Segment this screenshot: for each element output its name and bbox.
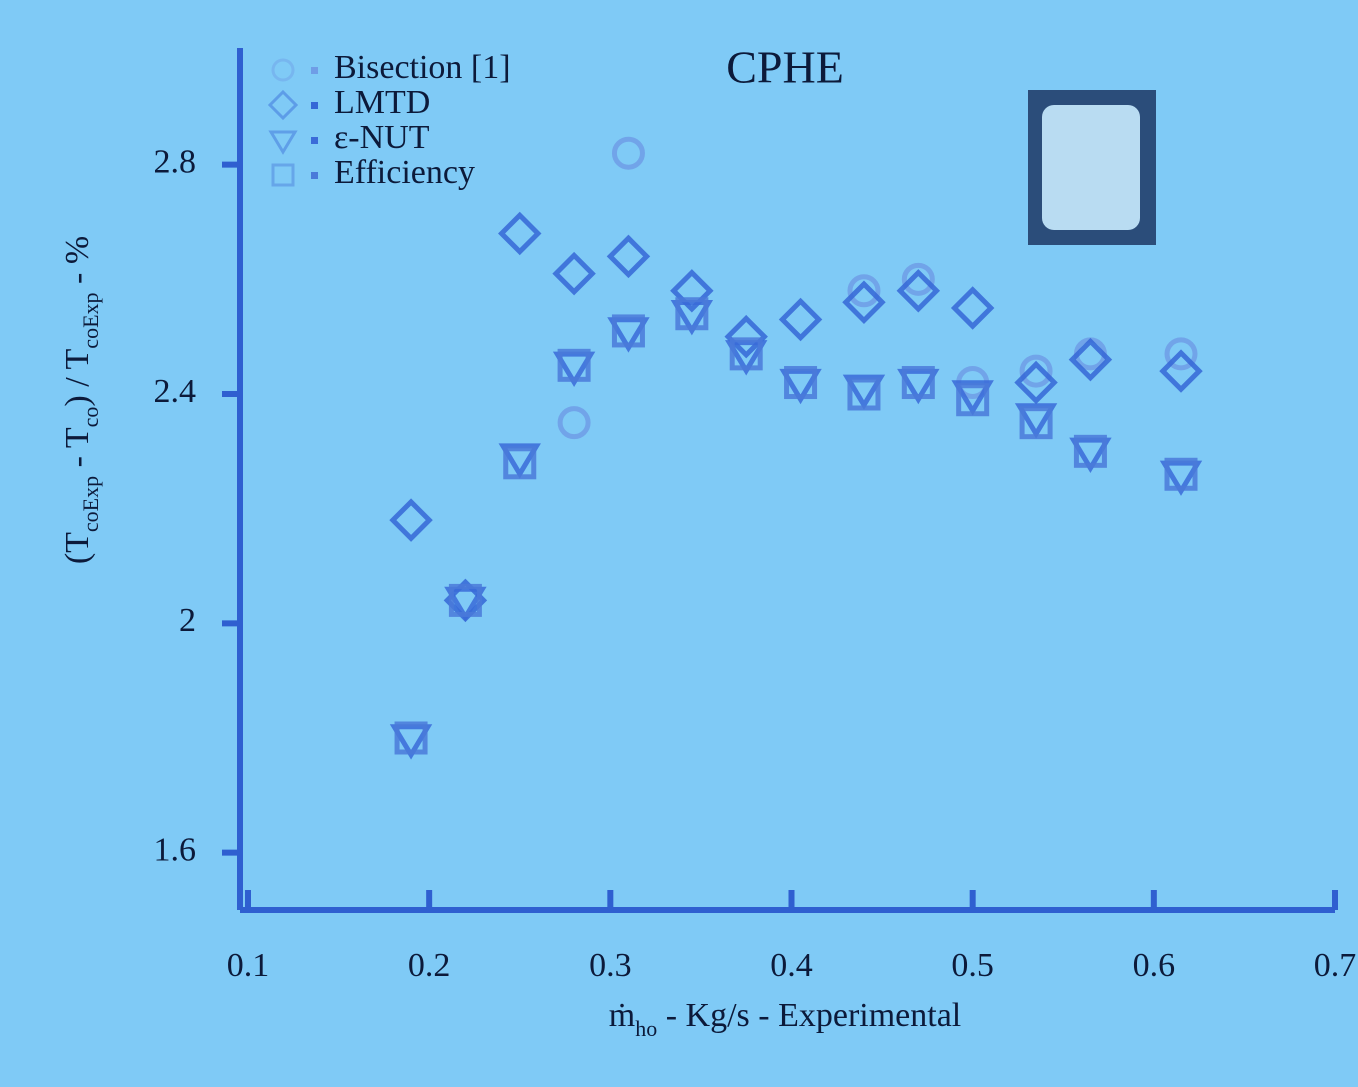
point: [1073, 434, 1107, 468]
x-tick-label: 0.2: [408, 947, 451, 984]
point: [1159, 460, 1203, 496]
label-part: co: [78, 407, 103, 428]
point: [498, 443, 541, 479]
legend-marker: [268, 130, 298, 155]
legend-dot: [311, 102, 318, 109]
point: [901, 262, 935, 296]
x-tick-label: 0.5: [951, 947, 994, 984]
legend-dot: [311, 172, 318, 179]
point: [552, 351, 596, 387]
point: [784, 366, 818, 400]
point: [552, 251, 596, 296]
legend-marker: [271, 163, 295, 187]
legend-marker: [267, 89, 299, 121]
point: [670, 269, 714, 313]
label-part: coExp: [78, 292, 103, 348]
point: [1068, 337, 1113, 382]
point: [606, 234, 651, 279]
y-tick-label: 2.4: [154, 373, 197, 410]
label-part: ) / T: [59, 348, 96, 406]
point: [897, 368, 940, 405]
legend-marker: [271, 58, 295, 82]
x-tick-label: 0.7: [1314, 947, 1357, 984]
y-axis-label: (TcoExp - Tco) / TcoExp - %: [59, 236, 103, 564]
label-part: (T: [59, 532, 96, 564]
point: [1069, 437, 1112, 473]
point: [951, 380, 994, 416]
point: [956, 383, 990, 417]
point: [778, 297, 823, 342]
point: [557, 348, 591, 382]
point: [389, 724, 433, 760]
point: [394, 721, 428, 755]
point: [498, 211, 542, 256]
point: [842, 374, 886, 410]
label-part: ṁ: [609, 997, 635, 1034]
y-tick-label: 2: [179, 602, 196, 639]
point: [896, 269, 941, 313]
point: [729, 337, 763, 371]
point: [779, 368, 822, 405]
point: [675, 297, 709, 331]
inset-device: [1042, 105, 1140, 230]
y-tick-label: 1.6: [154, 831, 197, 868]
label-part: - %: [59, 236, 96, 293]
point: [950, 286, 995, 330]
point: [1164, 337, 1198, 371]
x-axis-label: ṁho - Kg/s - Experimental: [609, 997, 961, 1041]
point: [607, 317, 650, 353]
point: [503, 446, 537, 480]
label-part: - Kg/s - Experimental: [657, 997, 961, 1034]
legend-label: Efficiency: [334, 154, 475, 191]
legend-label: ε-NUT: [334, 119, 430, 156]
point: [1014, 403, 1058, 439]
point: [901, 366, 935, 400]
point: [1159, 349, 1203, 393]
point: [724, 340, 768, 376]
point: [847, 274, 881, 308]
point: [842, 280, 886, 325]
x-tick-label: 0.1: [227, 947, 270, 984]
x-tick-label: 0.6: [1133, 947, 1176, 984]
point: [444, 586, 487, 623]
chart-title: CPHE: [726, 42, 844, 93]
point: [847, 377, 881, 411]
point: [1019, 406, 1053, 440]
y-tick-label: 2.8: [154, 143, 197, 180]
point: [1019, 354, 1053, 388]
x-tick-label: 0.4: [770, 947, 813, 984]
point: [448, 583, 482, 617]
label-part: coExp: [78, 476, 103, 532]
point: [724, 314, 768, 359]
point: [611, 314, 645, 348]
point: [670, 300, 714, 336]
legend-label: Bisection [1]: [334, 49, 511, 86]
point: [1014, 360, 1058, 405]
legend-dot: [311, 137, 318, 144]
point: [1164, 457, 1198, 491]
legend-dot: [311, 67, 318, 74]
label-part: - T: [59, 427, 96, 476]
label-part: ho: [635, 1016, 657, 1041]
point: [557, 406, 591, 440]
point: [389, 498, 433, 542]
point: [611, 136, 645, 170]
legend-label: LMTD: [334, 84, 430, 121]
x-tick-label: 0.3: [589, 947, 632, 984]
